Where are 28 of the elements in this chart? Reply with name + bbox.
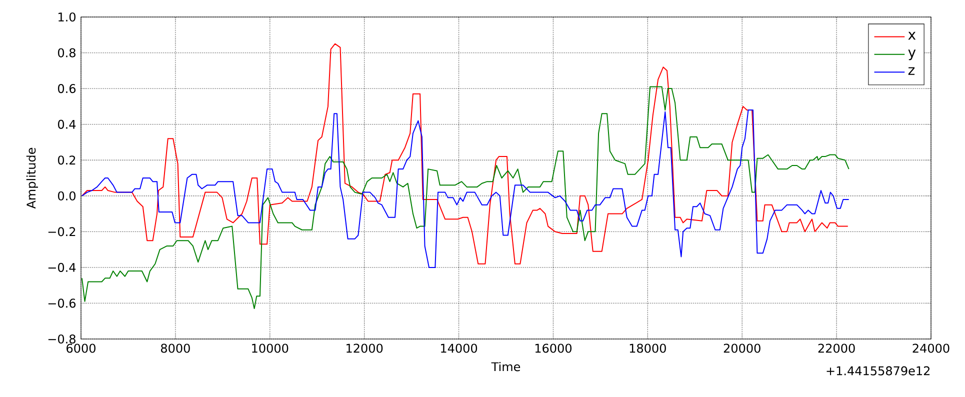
x-tick-label: 22000 xyxy=(818,344,855,353)
y-tick-label: −0.2 xyxy=(48,227,76,236)
y-tick-label: −0.6 xyxy=(48,298,76,308)
x-tick-label: 14000 xyxy=(441,344,478,353)
x-tick-label: 8000 xyxy=(160,344,190,353)
x-tick-label: 12000 xyxy=(346,344,383,353)
x-tick-label: 16000 xyxy=(535,344,572,353)
y-tick-label: 0.2 xyxy=(58,156,76,165)
legend-label: y xyxy=(908,50,916,60)
x-tick-label: 20000 xyxy=(724,344,760,353)
y-tick-label: 0.6 xyxy=(58,84,76,94)
y-tick-label: 0.4 xyxy=(58,120,76,129)
x-tick-label: 18000 xyxy=(630,344,666,353)
y-axis-title: Amplitude xyxy=(26,148,38,209)
y-tick-label: −0.8 xyxy=(48,334,76,344)
y-tick-label: 0.8 xyxy=(58,48,76,58)
x-axis-title: Time xyxy=(491,362,520,372)
x-tick-label: 6000 xyxy=(66,344,96,353)
line-series xyxy=(81,43,848,264)
x-tick-label: 10000 xyxy=(252,344,288,353)
y-tick-label: −0.4 xyxy=(48,262,76,272)
y-tick-label: 1.0 xyxy=(58,12,76,22)
legend-label: z xyxy=(908,67,915,75)
x-tick-label: 24000 xyxy=(912,344,950,353)
legend-label: x xyxy=(908,32,916,40)
y-tick-label: 0.0 xyxy=(58,191,76,200)
text: +1.44155879e12 xyxy=(826,366,930,376)
line-series xyxy=(81,110,850,268)
